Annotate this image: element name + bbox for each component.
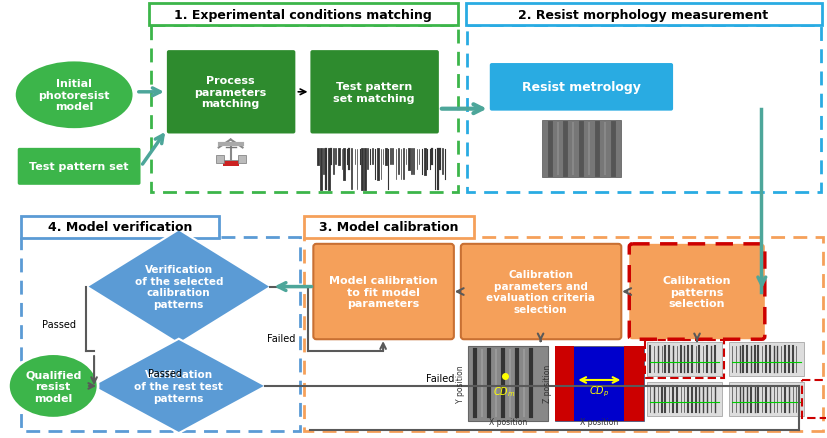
Text: Calibration
patterns
selection: Calibration patterns selection — [662, 276, 731, 308]
Text: X position: X position — [489, 417, 527, 426]
Bar — [645, 340, 724, 378]
Text: Y position: Y position — [457, 364, 466, 402]
Bar — [729, 382, 804, 416]
Bar — [222, 162, 238, 167]
Text: Model calibration
to fit model
parameters: Model calibration to fit model parameter… — [329, 276, 437, 308]
Bar — [555, 346, 575, 421]
Bar — [542, 120, 621, 178]
Bar — [237, 156, 246, 164]
Bar — [304, 237, 823, 431]
Text: 4. Model verification: 4. Model verification — [48, 221, 192, 234]
Bar — [801, 380, 827, 418]
Polygon shape — [92, 339, 266, 433]
Bar — [624, 346, 644, 421]
Text: Z position: Z position — [543, 364, 552, 402]
Text: Calibration
parameters and
evaluation criteria
selection: Calibration parameters and evaluation cr… — [486, 269, 595, 314]
FancyBboxPatch shape — [629, 244, 765, 339]
Bar — [22, 216, 218, 238]
FancyBboxPatch shape — [489, 63, 674, 113]
Polygon shape — [87, 230, 271, 344]
Text: Test pattern
set matching: Test pattern set matching — [333, 82, 415, 103]
FancyBboxPatch shape — [309, 50, 440, 135]
Ellipse shape — [8, 354, 98, 418]
Text: Passed: Passed — [148, 368, 182, 378]
Bar — [555, 346, 644, 421]
Bar — [151, 26, 458, 193]
Bar — [648, 343, 722, 376]
Bar — [22, 237, 300, 431]
Text: 2. Resist morphology measurement: 2. Resist morphology measurement — [519, 9, 768, 22]
Text: 1. Experimental conditions matching: 1. Experimental conditions matching — [174, 9, 433, 22]
FancyBboxPatch shape — [313, 244, 454, 339]
Text: X position: X position — [581, 417, 619, 426]
Bar — [648, 382, 722, 416]
Text: Initial
photoresist
model: Initial photoresist model — [38, 79, 110, 112]
Bar — [468, 346, 547, 421]
Text: Passed: Passed — [42, 320, 76, 329]
Bar — [216, 156, 223, 164]
Text: 3. Model calibration: 3. Model calibration — [319, 221, 459, 234]
Text: Verification
of the selected
calibration
patterns: Verification of the selected calibration… — [135, 265, 223, 309]
Bar — [466, 26, 820, 193]
Text: Failed: Failed — [267, 333, 295, 343]
Bar — [149, 4, 458, 26]
Text: Test pattern set: Test pattern set — [30, 162, 129, 172]
Text: Resist metrology: Resist metrology — [522, 81, 641, 94]
FancyBboxPatch shape — [461, 244, 621, 339]
FancyBboxPatch shape — [17, 147, 142, 187]
Ellipse shape — [14, 61, 134, 130]
Bar — [729, 343, 804, 376]
Bar — [304, 216, 474, 238]
Text: $CD_p$: $CD_p$ — [589, 384, 609, 398]
Bar — [466, 4, 822, 26]
Text: Verification
of the rest test
patterns: Verification of the rest test patterns — [134, 370, 223, 403]
Text: Process
parameters
matching: Process parameters matching — [194, 76, 267, 109]
Text: $CD_m$: $CD_m$ — [494, 384, 516, 398]
FancyBboxPatch shape — [166, 50, 296, 135]
Text: Failed: Failed — [426, 373, 454, 383]
Text: Qualified
resist
model: Qualified resist model — [25, 370, 81, 403]
